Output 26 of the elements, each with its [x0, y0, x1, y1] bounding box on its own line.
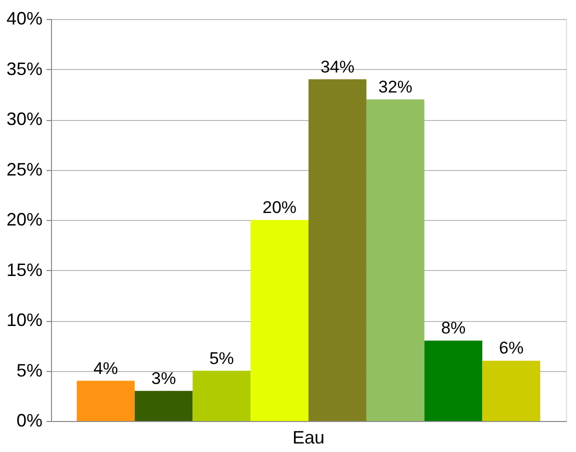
y-tick-label: 15% [6, 260, 42, 280]
bar [366, 99, 424, 421]
bar [250, 220, 308, 421]
data-label: 20% [262, 198, 297, 217]
bar [192, 370, 251, 421]
bar [308, 79, 366, 421]
data-label: 5% [209, 348, 234, 368]
y-tick-label: 25% [6, 159, 42, 180]
bar [134, 390, 193, 421]
bar [482, 360, 540, 421]
y-tick-label: 20% [6, 210, 42, 230]
y-tick-label: 10% [6, 310, 42, 330]
x-tick-label: Eau [292, 428, 325, 448]
data-label: 3% [151, 368, 176, 388]
data-label: 6% [498, 338, 524, 358]
bar [76, 380, 135, 421]
y-tick-label: 40% [6, 8, 42, 28]
y-tick-label: 5% [16, 360, 42, 380]
bar [424, 340, 482, 421]
data-label: 34% [320, 57, 354, 76]
y-tick-label: 0% [16, 410, 42, 430]
y-tick-label: 35% [6, 58, 42, 79]
data-label: 8% [441, 318, 466, 338]
y-tick-label: 30% [6, 109, 42, 129]
data-label: 32% [378, 77, 412, 96]
data-label: 4% [93, 358, 118, 378]
